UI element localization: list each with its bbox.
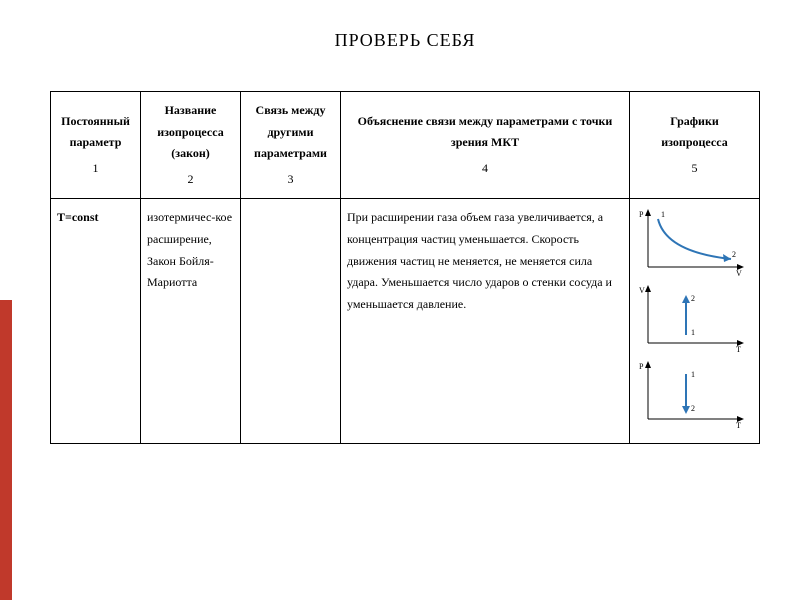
axis-y-label: P <box>639 210 644 219</box>
col-header-num: 5 <box>636 158 753 180</box>
graph-vt: V T 1 2 <box>636 283 746 353</box>
col-header-label: Постоянный параметр <box>61 114 130 150</box>
cell-process-name: изотермичес-кое расширение, Закон Бойля-… <box>141 199 241 444</box>
marker-2: 2 <box>691 294 695 303</box>
col-header-num: 1 <box>57 158 134 180</box>
col-header-graphs: Графики изопроцесса 5 <box>630 92 760 199</box>
col-header-num: 3 <box>247 169 334 191</box>
cell-graphs: P V 1 2 <box>630 199 760 444</box>
col-header-process: Название изопроцесса (закон) 2 <box>141 92 241 199</box>
graph-pv: P V 1 2 <box>636 207 746 277</box>
table-row: T=const изотермичес-кое расширение, Зако… <box>51 199 760 444</box>
col-header-label: Графики изопроцесса <box>661 114 727 150</box>
page-title: ПРОВЕРЬ СЕБЯ <box>50 30 760 51</box>
col-header-label: Связь между другими параметрами <box>254 103 327 160</box>
axis-y-label: V <box>639 286 645 295</box>
graph-pt: P T 1 2 <box>636 359 746 429</box>
isoprocess-table: Постоянный параметр 1 Название изопроцес… <box>50 91 760 444</box>
cell-explanation: При расширении газа объем газа увеличива… <box>341 199 630 444</box>
marker-1: 1 <box>691 328 695 337</box>
col-header-label: Название изопроцесса (закон) <box>157 103 223 160</box>
axis-x-label: V <box>736 269 742 277</box>
graph-pv-svg: P V 1 2 <box>636 207 746 277</box>
marker-1: 1 <box>661 210 665 219</box>
marker-2: 2 <box>691 404 695 413</box>
axis-x-label: T <box>736 421 741 429</box>
col-header-explanation: Объяснение связи между параметрами с точ… <box>341 92 630 199</box>
col-header-param: Постоянный параметр 1 <box>51 92 141 199</box>
curve-hyperbola <box>658 219 731 259</box>
graph-vt-svg: V T 1 2 <box>636 283 746 353</box>
accent-bar <box>0 300 12 600</box>
col-header-num: 4 <box>347 158 623 180</box>
table-header-row: Постоянный параметр 1 Название изопроцес… <box>51 92 760 199</box>
axis-x-label: T <box>736 345 741 353</box>
cell-param: T=const <box>51 199 141 444</box>
marker-1: 1 <box>691 370 695 379</box>
col-header-relation: Связь между другими параметрами 3 <box>241 92 341 199</box>
graph-pt-svg: P T 1 2 <box>636 359 746 429</box>
col-header-label: Объяснение связи между параметрами с точ… <box>358 114 613 150</box>
cell-relation <box>241 199 341 444</box>
col-header-num: 2 <box>147 169 234 191</box>
axis-y-label: P <box>639 362 644 371</box>
marker-2: 2 <box>732 250 736 259</box>
